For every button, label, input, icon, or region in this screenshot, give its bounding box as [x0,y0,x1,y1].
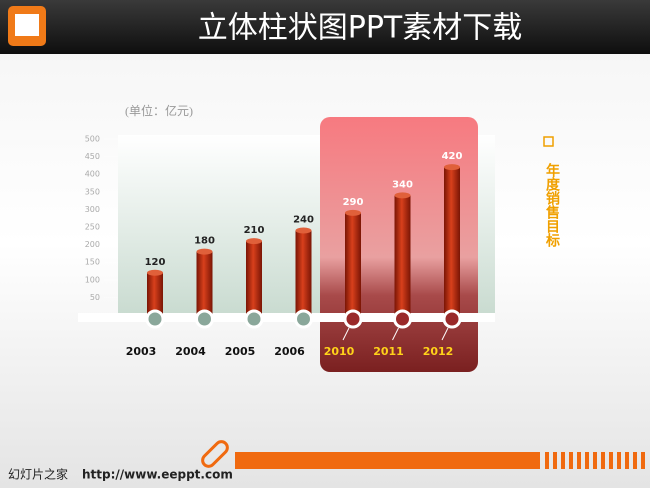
base-ring [393,309,412,329]
base-ring [294,309,313,329]
base-ring [343,309,363,329]
unit-label: (单位：亿元) [125,103,193,118]
footer-bar [235,452,540,469]
bar-cap [394,192,411,199]
footer-url: http://www.eeppt.com [82,468,233,482]
x-tick-label: 2012 [423,345,454,358]
x-tick-label: 2011 [373,345,404,358]
header-icon-inner [15,14,39,36]
legend-box [543,136,554,147]
header-bar [0,0,650,54]
y-tick-label: 200 [85,240,100,249]
bar [196,251,213,315]
bar-cap [345,209,361,216]
value-label: 240 [293,215,314,226]
baseline-strip [78,313,495,322]
base-ring [442,309,462,329]
x-tick-label: 2010 [324,345,355,358]
y-tick-label: 100 [85,275,100,284]
base-ring [244,309,264,329]
y-tick-label: 250 [85,223,100,232]
x-tick-label: 2005 [225,345,256,358]
footer: 幻灯片之家 http://www.eeppt.com [8,440,645,482]
value-label: 290 [343,197,364,208]
bar [444,167,460,315]
x-tick-label: 2006 [274,345,305,358]
bar [246,241,262,315]
bar-cap [246,238,262,245]
y-tick-label: 500 [85,135,100,144]
bar-cap [444,164,460,171]
y-tick-label: 300 [85,205,100,214]
bar [394,195,411,315]
y-tick-label: 50 [90,293,100,302]
y-tick-label: 450 [85,152,100,161]
value-label: 120 [145,257,166,268]
y-tick-label: 150 [85,258,100,267]
value-label: 210 [244,225,265,236]
y-tick-label: 350 [85,187,100,196]
pointer-line [441,327,449,341]
value-label: 180 [194,236,215,247]
pointer-line [342,327,350,341]
pointer-line [392,327,399,341]
bar [295,230,312,315]
y-tick-label: 400 [85,170,100,179]
chart-title: 立体柱状图PPT素材下载 [198,11,523,46]
footer-site: 幻灯片之家 [8,467,68,482]
value-label: 420 [442,151,463,162]
footer-stripes [545,452,645,469]
bar-cap [147,269,163,276]
x-tick-label: 2004 [175,345,206,358]
base-ring [195,309,214,329]
value-label: 340 [392,179,413,190]
footer-icon [201,440,229,468]
x-tick-label: 2003 [126,345,157,358]
bar [345,212,361,315]
bar-cap [295,227,312,234]
bar [147,272,163,315]
base-ring [145,309,165,329]
legend-label: 年度销售目标 [544,162,561,248]
bar-cap [196,248,213,255]
